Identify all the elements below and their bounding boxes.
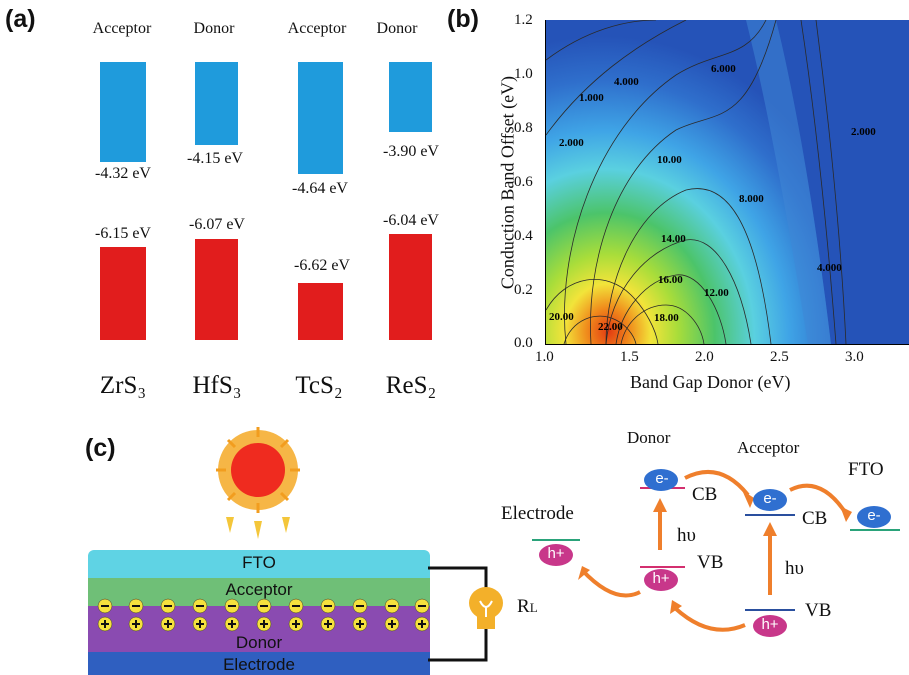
header-donor-2: Donor (376, 20, 418, 37)
material-tcs2: TcS₂ (295, 372, 343, 399)
cb-value-zrs3: -4.32 eV (95, 165, 151, 182)
contour-label-6000: 6.000 (711, 63, 736, 75)
xtick-2.5: 2.5 (770, 349, 789, 365)
ytick-1.2: 1.2 (514, 12, 533, 28)
sun-icon (216, 427, 300, 539)
vb-value-res2: -6.04 eV (383, 212, 439, 229)
electron-acceptor: e- (763, 490, 777, 507)
photon-donor-label: hυ (677, 525, 696, 546)
header-acceptor-1: Acceptor (92, 20, 152, 37)
contour-label-1600: 16.00 (658, 274, 683, 286)
photon-acceptor-label: hυ (785, 558, 804, 579)
bulb-icon (469, 587, 503, 629)
contour-label-1000b: 10.00 (657, 154, 682, 166)
cb-bar-zrs3 (100, 62, 146, 162)
device-electrode (88, 652, 430, 675)
contour-label-8000: 8.000 (739, 193, 764, 205)
load-resistor-label: RL (517, 596, 538, 617)
device-fto (88, 550, 430, 578)
xtick-1.0: 1.0 (535, 349, 554, 365)
material-hfs3: HfS₃ (192, 372, 242, 399)
layer-acceptor-label: Acceptor (225, 580, 293, 599)
vb-value-tcs2: -6.62 eV (294, 257, 350, 274)
panel-b-label: (b) (447, 5, 479, 33)
layer-fto-label: FTO (242, 553, 276, 572)
ytick-0.0: 0.0 (514, 335, 533, 351)
acceptor-cb-label: CB (802, 508, 828, 529)
contour-label-1200: 12.00 (704, 287, 729, 299)
contour-label-2000c: 2.000 (851, 126, 876, 138)
fto-label: FTO (848, 459, 884, 480)
plot-frame (545, 20, 909, 345)
ytick-0.2: 0.2 (514, 282, 533, 298)
layer-electrode-label: Electrode (223, 655, 295, 674)
material-res2: ReS₂ (385, 372, 437, 399)
contour-label-2000b: 20.00 (549, 311, 574, 323)
acceptor-label: Acceptor (737, 438, 800, 457)
cb-value-tcs2: -4.64 eV (292, 180, 348, 197)
contour-label-4000: 4.000 (614, 76, 639, 88)
xtick-3.0: 3.0 (845, 349, 864, 365)
y-axis-label: Conduction Band Offset (eV) (497, 75, 518, 290)
cb-bar-res2 (389, 62, 432, 132)
vb-value-zrs3: -6.15 eV (95, 225, 151, 242)
ytick-0.6: 0.6 (514, 174, 533, 190)
contour-label-1800: 18.00 (654, 312, 679, 324)
contour-label-1400: 14.00 (661, 233, 686, 245)
contour-label-1000: 1.000 (579, 92, 604, 104)
ytick-0.8: 0.8 (514, 120, 533, 136)
ytick-1.0: 1.0 (514, 66, 533, 82)
donor-vb-label: VB (697, 552, 724, 573)
cb-value-hfs3: -4.15 eV (187, 150, 243, 167)
electrode-label: Electrode (501, 503, 574, 524)
ytick-0.4: 0.4 (514, 228, 533, 244)
donor-label: Donor (627, 428, 671, 447)
cb-bar-hfs3 (195, 62, 238, 145)
hole-electrode: h+ (547, 545, 565, 562)
donor-cb-label: CB (692, 484, 718, 505)
panel-c-label: (c) (85, 434, 116, 462)
xtick-2.0: 2.0 (695, 349, 714, 365)
vb-value-hfs3: -6.07 eV (189, 216, 245, 233)
acceptor-vb-label: VB (805, 600, 832, 621)
contour-plot: 1.000 2.000 4.000 6.000 10.00 8.000 14.0… (546, 20, 909, 344)
energy-diagram (532, 469, 900, 637)
electron-donor: e- (655, 470, 669, 487)
hole-acceptor: h+ (761, 616, 779, 633)
contour-label-2000: 2.000 (559, 137, 584, 149)
hole-donor: h+ (652, 570, 670, 587)
contour-label-4000b: 4.000 (817, 262, 842, 274)
vb-bar-tcs2 (298, 283, 343, 340)
header-acceptor-2: Acceptor (287, 20, 347, 37)
vb-bar-zrs3 (100, 247, 146, 340)
xtick-1.5: 1.5 (620, 349, 639, 365)
cb-value-res2: -3.90 eV (383, 143, 439, 160)
electron-fto: e- (867, 507, 881, 524)
x-axis-label: Band Gap Donor (eV) (630, 372, 791, 392)
cb-bar-tcs2 (298, 62, 343, 174)
circuit-wire (428, 566, 488, 662)
layer-donor-label: Donor (235, 633, 283, 652)
charge-interface (97, 598, 430, 632)
vb-bar-res2 (389, 234, 432, 340)
vb-bar-hfs3 (195, 239, 238, 340)
material-zrs3: ZrS₃ (99, 372, 147, 399)
header-donor-1: Donor (193, 20, 235, 37)
panel-a-label: (a) (5, 5, 36, 33)
contour-label-2200: 22.00 (598, 321, 623, 333)
